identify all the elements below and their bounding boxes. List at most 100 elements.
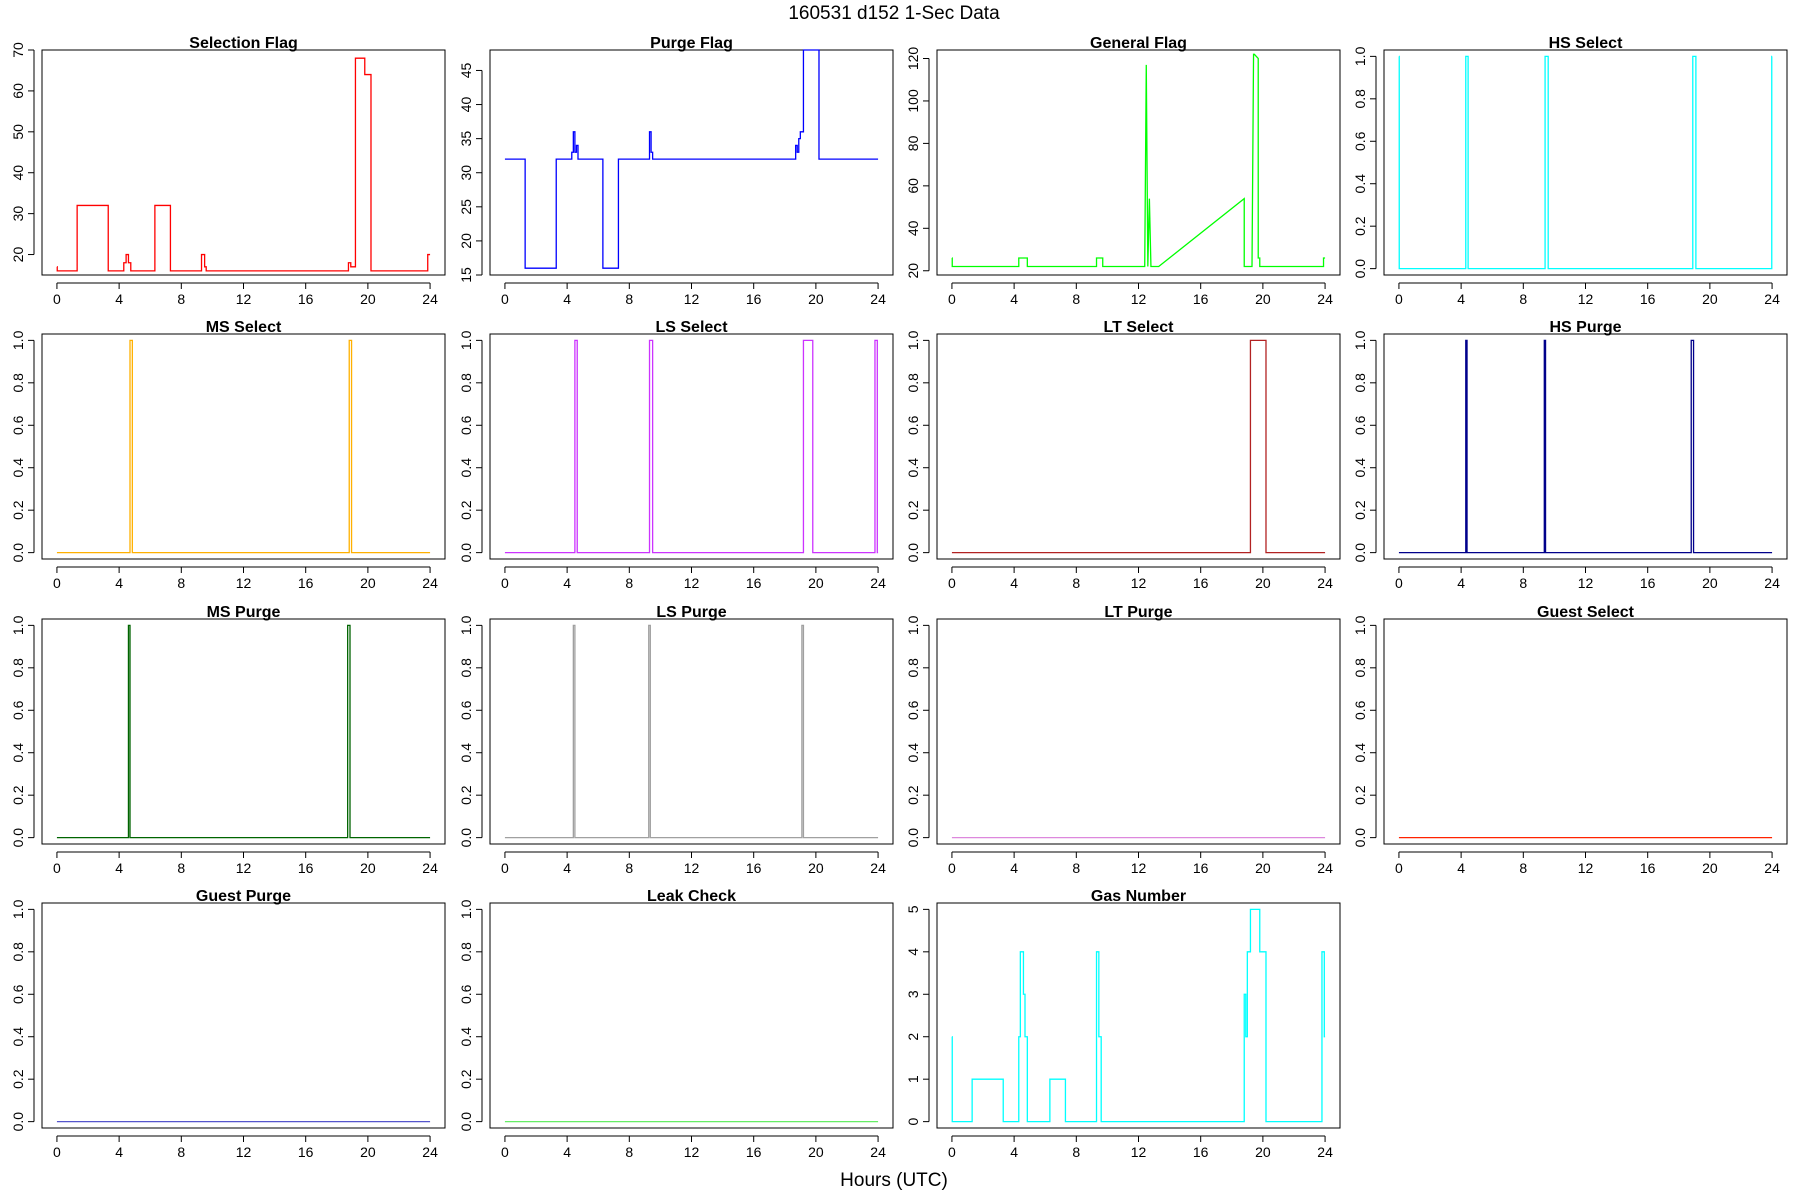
x-tick-label: 4 xyxy=(1010,1144,1018,1160)
panel-title: Selection Flag xyxy=(189,35,297,52)
x-tick-label: 20 xyxy=(1702,860,1718,876)
x-tick-label: 8 xyxy=(1519,291,1527,307)
x-tick-label: 20 xyxy=(1255,575,1271,591)
x-tick-label: 20 xyxy=(808,1144,824,1160)
x-tick-label: 12 xyxy=(684,291,700,307)
plot-frame xyxy=(936,618,1341,845)
y-tick-label: 0.8 xyxy=(10,658,26,678)
y-tick-label: 120 xyxy=(905,47,921,71)
x-tick-label: 12 xyxy=(1578,860,1594,876)
panel-title: LS Purge xyxy=(656,604,726,621)
y-tick-label: 0.6 xyxy=(10,700,26,720)
y-tick-label: 15 xyxy=(458,267,474,283)
x-tick-label: 8 xyxy=(625,860,633,876)
plot-frame xyxy=(936,333,1341,560)
x-tick-label: 8 xyxy=(1519,575,1527,591)
x-tick-label: 20 xyxy=(1702,291,1718,307)
x-tick-label: 12 xyxy=(1578,575,1594,591)
panel-title: HS Select xyxy=(1549,35,1623,52)
y-tick-label: 0.4 xyxy=(458,743,474,763)
y-tick-label: 40 xyxy=(458,97,474,113)
x-tick-label: 12 xyxy=(236,291,252,307)
x-tick-label: 8 xyxy=(1072,860,1080,876)
x-tick-label: 4 xyxy=(563,1144,571,1160)
x-tick-label: 24 xyxy=(1764,860,1780,876)
panel-title: MS Purge xyxy=(207,604,281,621)
plot-frame xyxy=(936,902,1341,1129)
panel-0: Selection Flag 0 4 8 12 16 20 24 20 30 40 50 60 70 xyxy=(10,35,446,307)
y-tick-label: 2 xyxy=(905,1033,921,1041)
x-tick-label: 0 xyxy=(948,1144,956,1160)
x-tick-label: 16 xyxy=(746,575,762,591)
y-tick-label: 0.0 xyxy=(458,543,474,563)
y-tick-label: 1.0 xyxy=(1352,330,1368,350)
x-tick-label: 20 xyxy=(360,575,376,591)
y-tick-label: 20 xyxy=(458,233,474,249)
x-tick-label: 24 xyxy=(422,291,438,307)
x-tick-label: 16 xyxy=(1193,575,1209,591)
x-tick-label: 24 xyxy=(1764,575,1780,591)
x-tick-label: 8 xyxy=(177,860,185,876)
figure-title: 160531 d152 1-Sec Data xyxy=(788,3,1000,24)
x-tick-label: 0 xyxy=(53,291,61,307)
y-tick-label: 0.6 xyxy=(905,700,921,720)
y-tick-label: 5 xyxy=(905,905,921,913)
y-tick-label: 0 xyxy=(905,1118,921,1126)
y-tick-label: 40 xyxy=(10,165,26,181)
y-tick-label: 1.0 xyxy=(458,330,474,350)
x-tick-label: 16 xyxy=(298,291,314,307)
series-line xyxy=(504,339,879,554)
x-tick-label: 4 xyxy=(115,575,123,591)
x-tick-label: 4 xyxy=(1010,575,1018,591)
x-tick-label: 4 xyxy=(563,860,571,876)
plot-frame xyxy=(489,333,894,560)
y-tick-label: 0.2 xyxy=(10,500,26,520)
y-tick-label: 60 xyxy=(905,178,921,194)
y-tick-label: 0.0 xyxy=(10,1112,26,1132)
x-tick-label: 16 xyxy=(1193,291,1209,307)
x-tick-label: 12 xyxy=(236,575,252,591)
y-tick-label: 0.6 xyxy=(1352,415,1368,435)
x-tick-label: 8 xyxy=(625,575,633,591)
panel-3: HS Select 0 4 8 12 16 20 24 0.0 0.2 0.4 0.6 0.8 1.0 xyxy=(1352,35,1788,307)
y-tick-label: 0.8 xyxy=(1352,89,1368,109)
panel-8: MS Purge 0 4 8 12 16 20 24 0.0 0.2 0.4 0.6 0.8 1.0 xyxy=(10,604,446,876)
y-tick-label: 0.6 xyxy=(458,415,474,435)
x-tick-label: 12 xyxy=(236,1144,252,1160)
y-tick-label: 0.0 xyxy=(458,1112,474,1132)
x-tick-label: 4 xyxy=(1457,575,1465,591)
x-tick-label: 12 xyxy=(1131,1144,1147,1160)
y-tick-label: 0.0 xyxy=(1352,259,1368,279)
x-tick-label: 20 xyxy=(808,860,824,876)
x-tick-label: 0 xyxy=(948,291,956,307)
y-tick-label: 1.0 xyxy=(10,615,26,635)
y-tick-label: 0.8 xyxy=(10,942,26,962)
plot-frame xyxy=(489,618,894,845)
y-tick-label: 0.8 xyxy=(10,373,26,393)
x-tick-label: 24 xyxy=(1317,860,1333,876)
y-tick-label: 100 xyxy=(905,89,921,113)
x-tick-label: 8 xyxy=(1072,575,1080,591)
x-tick-label: 24 xyxy=(422,860,438,876)
plot-frame xyxy=(489,902,894,1129)
y-tick-label: 0.4 xyxy=(10,458,26,478)
y-tick-label: 0.2 xyxy=(458,785,474,805)
panel-title: LT Select xyxy=(1104,319,1175,336)
x-tick-label: 16 xyxy=(298,1144,314,1160)
panel-5: LS Select 0 4 8 12 16 20 24 0.0 0.2 0.4 0.6 0.8 1.0 xyxy=(458,319,894,591)
series-line xyxy=(1398,55,1773,270)
y-tick-label: 0.8 xyxy=(1352,658,1368,678)
x-tick-label: 16 xyxy=(746,860,762,876)
y-tick-label: 25 xyxy=(458,199,474,215)
panel-title: Purge Flag xyxy=(650,35,733,52)
y-tick-label: 70 xyxy=(10,42,26,58)
x-tick-label: 24 xyxy=(1764,291,1780,307)
y-tick-label: 0.0 xyxy=(10,543,26,563)
plot-frame xyxy=(489,49,894,276)
x-tick-label: 0 xyxy=(501,860,509,876)
y-tick-label: 0.6 xyxy=(1352,131,1368,151)
y-tick-label: 0.0 xyxy=(1352,828,1368,848)
y-tick-label: 0.4 xyxy=(1352,174,1368,194)
panel-6: LT Select 0 4 8 12 16 20 24 0.0 0.2 0.4 0.6 0.8 1.0 xyxy=(905,319,1341,591)
